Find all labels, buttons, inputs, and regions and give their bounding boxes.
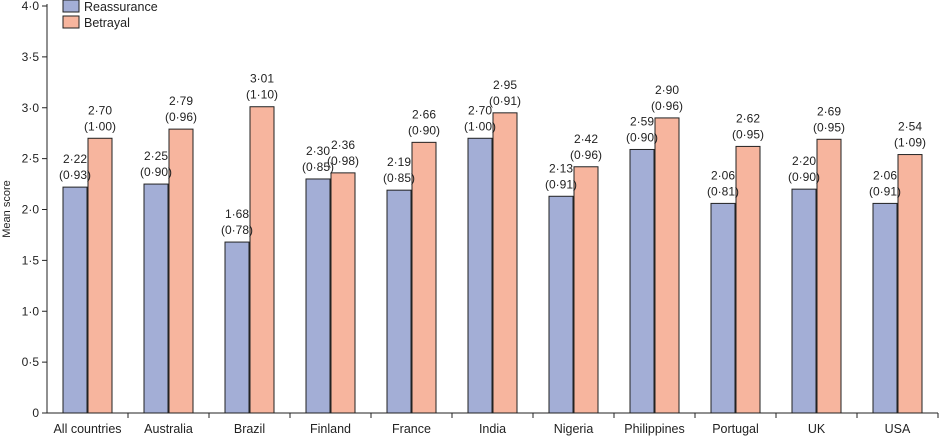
legend-label: Betrayal [84, 16, 130, 30]
data-label-value: 2·06 [711, 168, 735, 182]
y-tick-label: 0·5 [22, 355, 40, 369]
bar-reassurance [305, 178, 331, 414]
x-category-label: USA [885, 422, 911, 436]
bar-reassurance [629, 148, 655, 414]
y-tick-label: 2·5 [22, 152, 40, 166]
data-label-sd: (0·85) [302, 160, 334, 174]
y-tick-label: 4·0 [22, 0, 40, 13]
data-label-sd: (0·90) [408, 123, 440, 137]
x-category-label: Finland [310, 422, 351, 436]
data-label-value: 1·68 [225, 207, 249, 221]
data-label-sd: (0·90) [626, 130, 658, 144]
data-label-sd: (0·91) [545, 177, 577, 191]
x-category-label: UK [808, 422, 826, 436]
x-category-label: Australia [144, 422, 193, 436]
data-label-value: 2·79 [169, 94, 193, 108]
legend-label: Reassurance [84, 0, 158, 14]
data-label-sd: (0·95) [732, 127, 764, 141]
x-category-label: France [392, 422, 431, 436]
bar-reassurance [710, 202, 736, 414]
data-label-sd: (0·96) [165, 110, 197, 124]
bar-betrayal [735, 145, 761, 414]
data-label-value: 2·66 [412, 107, 436, 121]
y-tick-label: 2·0 [22, 203, 40, 217]
bar-betrayal [330, 172, 356, 414]
bar-reassurance [872, 202, 898, 414]
bar-reassurance [548, 195, 574, 414]
bar-betrayal [249, 106, 275, 414]
data-label-value: 2·20 [792, 154, 816, 168]
data-label-sd: (0·90) [788, 170, 820, 184]
bar-betrayal [168, 128, 194, 414]
data-label-value: 2·30 [306, 144, 330, 158]
bar-betrayal [573, 166, 599, 414]
x-category-label: All countries [53, 422, 121, 436]
data-label-sd: (0·96) [651, 99, 683, 113]
bar-reassurance [143, 183, 169, 414]
data-label-value: 2·25 [144, 149, 168, 163]
y-axis: 0 0·5 1·0 1·5 2·0 2·5 3·0 3·5 4·0 [22, 0, 48, 420]
data-label-sd: (0·91) [489, 94, 521, 108]
bar-betrayal [411, 141, 437, 414]
bar-reassurance [62, 186, 88, 414]
bar-betrayal [654, 117, 680, 414]
data-label-value: 2·90 [655, 83, 679, 97]
bar-reassurance [386, 189, 412, 414]
data-label-sd: (0·95) [813, 120, 845, 134]
x-category-label: Philippines [624, 422, 684, 436]
data-label-value: 3·01 [250, 72, 274, 86]
data-label-value: 2·54 [898, 120, 922, 134]
data-label-sd: (0·98) [327, 154, 359, 168]
data-label-sd: (1·10) [246, 88, 278, 102]
bar-reassurance [224, 241, 250, 414]
bar-betrayal [87, 137, 113, 414]
data-label-sd: (0·78) [221, 223, 253, 237]
x-category-label: Portugal [712, 422, 759, 436]
data-label-value: 2·70 [88, 103, 112, 117]
bar-betrayal [492, 112, 518, 414]
y-tick-label: 1·0 [22, 304, 40, 318]
data-label-value: 2·22 [63, 152, 87, 166]
data-label-sd: (1·09) [894, 136, 926, 150]
data-label-value: 2·62 [736, 111, 760, 125]
data-label-sd: (0·93) [59, 168, 91, 182]
data-label-value: 2·95 [493, 78, 517, 92]
legend: Reassurance Betrayal [62, 0, 158, 30]
data-label-value: 2·42 [574, 132, 598, 146]
data-label-sd: (0·91) [869, 184, 901, 198]
data-label-value: 2·70 [468, 103, 492, 117]
data-label-sd: (0·96) [570, 148, 602, 162]
data-label-sd: (0·85) [383, 171, 415, 185]
y-tick-label: 1·5 [22, 253, 40, 267]
data-label-value: 2·59 [630, 114, 654, 128]
data-label-sd: (0·90) [140, 165, 172, 179]
data-labels: 2·22 (0·93) 2·70 (1·00) 2·25 (0·90) 2·79 (0·96)… [59, 72, 926, 237]
data-label-value: 2·13 [549, 161, 573, 175]
x-category-label: India [479, 422, 506, 436]
legend-swatch [62, 15, 80, 29]
y-tick-label: 0 [32, 406, 39, 420]
x-axis: All countries Australia Brazil Finland Franc… [47, 412, 939, 436]
bar-betrayal [816, 138, 842, 414]
data-label-value: 2·36 [331, 138, 355, 152]
y-axis-title: Mean score [1, 180, 13, 237]
bar-betrayal [897, 154, 923, 414]
bar-reassurance [467, 137, 493, 414]
x-category-label: Brazil [234, 422, 265, 436]
x-category-label: Nigeria [554, 422, 594, 436]
data-label-value: 2·19 [387, 155, 411, 169]
bars [62, 106, 923, 414]
data-label-sd: (0·81) [707, 184, 739, 198]
y-tick-label: 3·0 [22, 101, 40, 115]
legend-swatch [62, 0, 80, 13]
data-label-sd: (1·00) [84, 119, 116, 133]
data-label-value: 2·69 [817, 104, 841, 118]
y-tick-label: 3·5 [22, 50, 40, 64]
bar-reassurance [791, 188, 817, 414]
data-label-value: 2·06 [873, 168, 897, 182]
data-label-sd: (1·00) [464, 119, 496, 133]
